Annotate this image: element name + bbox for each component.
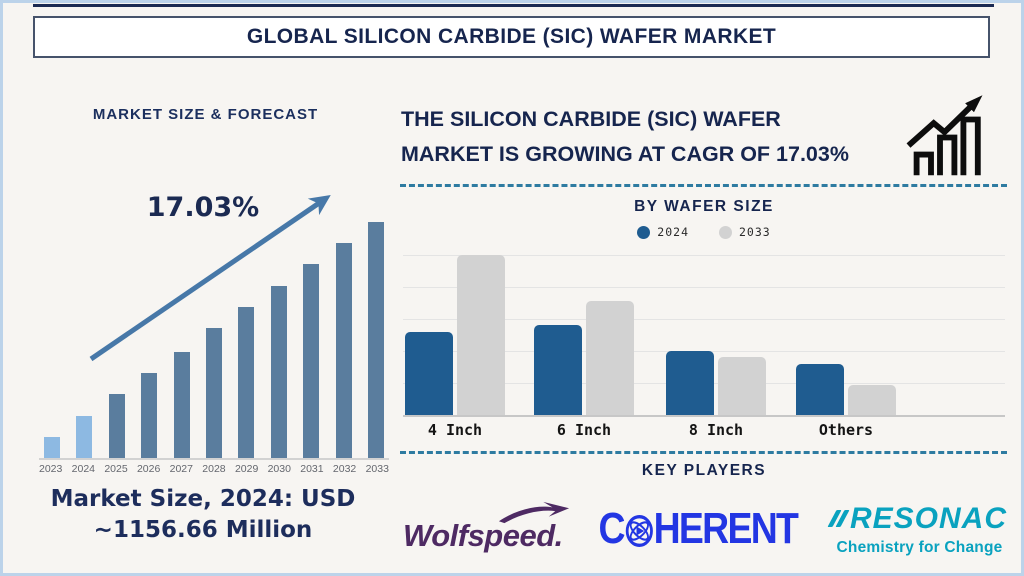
wafer-bar-6-inch-2024 xyxy=(534,325,582,415)
forecast-year-label-2023: 2023 xyxy=(39,463,63,475)
forecast-year-label-2029: 2029 xyxy=(234,463,259,475)
wolfspeed-swoosh-icon xyxy=(498,501,570,524)
forecast-year-label-2024: 2024 xyxy=(71,463,96,475)
forecast-bar-2033 xyxy=(367,222,384,458)
forecast-year-label-2027: 2027 xyxy=(169,463,193,475)
wafer-group-6-inch xyxy=(534,255,634,415)
forecast-bar-2029 xyxy=(238,306,255,458)
forecast-bar-2023 xyxy=(44,436,60,458)
wafer-bar-others-2024 xyxy=(796,363,844,415)
legend-dot-2024 xyxy=(637,225,651,239)
wafer-bar-others-2033 xyxy=(848,384,896,415)
wafer-category-axis: 4 Inch 6 Inch 8 Inch Others xyxy=(403,421,1005,441)
forecast-bar-2032 xyxy=(335,243,352,458)
forecast-year-label-2026: 2026 xyxy=(136,463,161,475)
forecast-bar-2024 xyxy=(76,415,93,458)
wafer-group-others xyxy=(796,255,896,415)
forecast-year-label-2028: 2028 xyxy=(202,463,226,475)
wafer-category-label-8-inch: 8 Inch xyxy=(688,421,744,439)
forecast-bar-2031 xyxy=(303,264,320,458)
wafer-group-4-inch xyxy=(405,255,505,415)
forecast-bar-2025 xyxy=(108,394,125,458)
forecast-year-axis: 2023 2024 2025 2026 2027 2028 2029 2030 2031 2032… xyxy=(39,463,389,475)
wafer-category-label-4-inch: 4 Inch xyxy=(427,421,483,439)
coherent-wordmark-suffix: HERENT xyxy=(653,504,798,553)
wafer-bar-chart xyxy=(403,255,1005,417)
wolfspeed-logo: Wolfspeed. xyxy=(403,501,570,554)
page-title: GLOBAL SILICON CARBIDE (SIC) WAFER MARKE… xyxy=(246,25,777,48)
growth-headline: THE SILICON CARBIDE (SIC) WAFER MARKET I… xyxy=(401,102,906,172)
resonac-tagline: Chemistry for Change xyxy=(836,538,1003,556)
top-rule xyxy=(33,4,994,7)
forecast-bar-2026 xyxy=(141,373,158,458)
forecast-bar-2027 xyxy=(173,351,190,458)
market-size-caption: Market Size, 2024: USD ~1156.66 Million xyxy=(21,484,385,546)
wafer-bar-4-inch-2024 xyxy=(405,331,453,415)
forecast-year-label-2025: 2025 xyxy=(104,463,128,475)
caption-line-1: Market Size, 2024: USD xyxy=(50,486,356,512)
legend-item-2024: 2024 xyxy=(637,225,689,239)
coherent-atom-icon xyxy=(625,514,653,547)
forecast-heading: MARKET SIZE & FORECAST xyxy=(92,106,319,123)
wafer-category-label-others: Others xyxy=(818,421,874,439)
caption-line-2: ~1156.66 Million xyxy=(93,517,313,543)
wolfspeed-wordmark: Wolfspeed. xyxy=(403,518,563,553)
growth-headline-line-2: MARKET IS GROWING AT CAGR OF 17.03% xyxy=(401,142,849,166)
forecast-year-label-2033: 2033 xyxy=(365,463,389,475)
wafer-size-heading: BY WAFER SIZE xyxy=(634,198,774,215)
resonac-wordmark: RESONAC xyxy=(849,501,1007,535)
forecast-year-label-2032: 2032 xyxy=(332,463,357,475)
wafer-category-label-6-inch: 6 Inch xyxy=(556,421,612,439)
key-players-heading: KEY PLAYERS xyxy=(641,462,767,479)
dashed-divider-top xyxy=(400,184,1007,187)
forecast-bar-chart xyxy=(39,222,389,460)
legend-label-2024: 2024 xyxy=(657,225,689,239)
wafer-legend: 2024 2033 xyxy=(403,225,1005,239)
resonac-slash-icon xyxy=(827,510,850,527)
forecast-bar-2028 xyxy=(205,328,222,458)
legend-label-2033: 2033 xyxy=(739,225,771,239)
resonac-logo: RESONAC Chemistry for Change xyxy=(827,501,1007,557)
coherent-wordmark-prefix: C xyxy=(598,504,625,553)
legend-item-2033: 2033 xyxy=(719,225,771,239)
wafer-bar-8-inch-2033 xyxy=(718,357,766,415)
wafer-bar-6-inch-2033 xyxy=(586,301,634,415)
forecast-year-label-2031: 2031 xyxy=(300,463,324,475)
title-box: GLOBAL SILICON CARBIDE (SIC) WAFER MARKE… xyxy=(33,16,990,58)
dashed-divider-bottom xyxy=(400,451,1007,454)
growth-headline-line-1: THE SILICON CARBIDE (SIC) WAFER xyxy=(401,107,781,131)
forecast-year-label-2030: 2030 xyxy=(267,463,291,475)
wafer-group-8-inch xyxy=(666,255,766,415)
coherent-logo: C HERENT xyxy=(598,504,798,554)
key-players-logos: Wolfspeed. C HERENT RESONAC Chemistry fo… xyxy=(403,493,1007,565)
legend-dot-2033 xyxy=(719,225,732,239)
trend-arrow-icon xyxy=(89,195,331,362)
cagr-label: 17.03% xyxy=(146,192,260,223)
wafer-bar-4-inch-2033 xyxy=(457,255,505,415)
wafer-bar-8-inch-2024 xyxy=(666,351,714,415)
growth-bar-chart-icon xyxy=(906,95,983,176)
forecast-bar-2030 xyxy=(270,285,287,458)
